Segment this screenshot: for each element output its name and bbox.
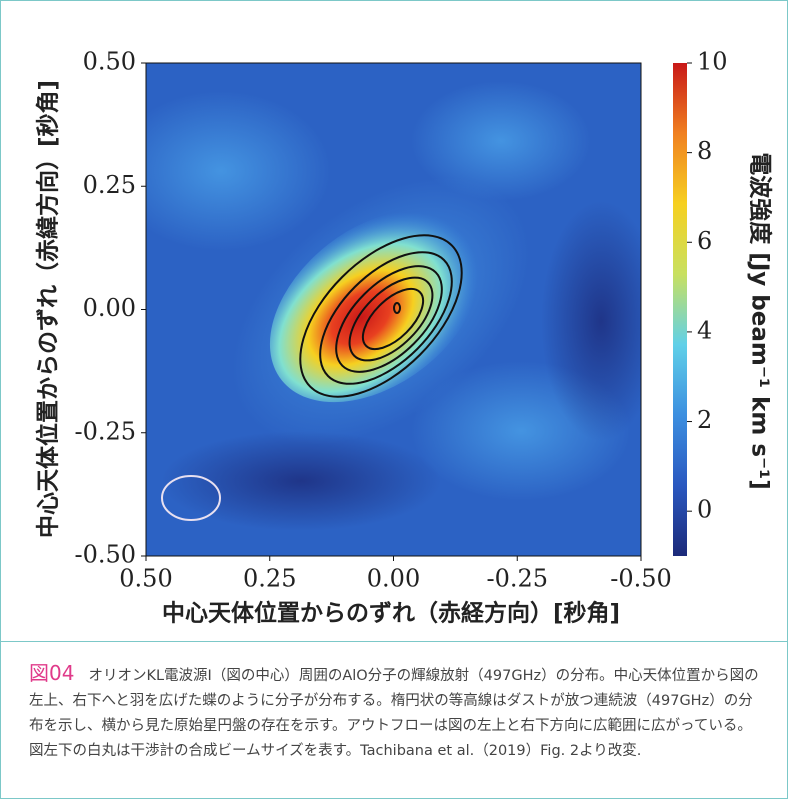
y-tick-label: -0.25: [74, 417, 136, 445]
colorbar-tick-label: 4: [697, 316, 712, 344]
caption: 図04 オリオンKL電波源I（図の中心）周囲のAlO分子の輝線放射（497GHz）…: [29, 661, 764, 764]
beam-ellipse: [161, 475, 221, 521]
colorbar-label: 電波強度 [Jy beam⁻¹ km s⁻¹]: [747, 152, 774, 490]
figure: 中心天体位置からのずれ（赤経方向）[秒角] 中心天体位置からのずれ（赤緯方向）[…: [35, 48, 774, 627]
y-tick-label: 0.25: [83, 171, 136, 199]
x-tick-label: -0.50: [610, 565, 672, 593]
colorbar: [673, 63, 687, 556]
x-tick-label: 0.25: [243, 565, 296, 593]
x-tick-label: -0.25: [486, 565, 548, 593]
dust-contours: [299, 234, 463, 398]
x-axis-label: 中心天体位置からのずれ（赤経方向）[秒角]: [162, 600, 620, 627]
colorbar-tick-label: 10: [697, 48, 728, 76]
y-tick-label: 0.00: [83, 294, 136, 322]
intensity-map: [146, 63, 641, 556]
colorbar-tick-label: 6: [697, 227, 712, 255]
x-tick-label: 0.50: [119, 565, 172, 593]
y-tick-label: -0.50: [74, 541, 136, 569]
colorbar-tick-label: 2: [697, 406, 712, 434]
x-tick-label: 0.00: [367, 565, 420, 593]
separator: [1, 641, 787, 642]
y-axis-label: 中心天体位置からのずれ（赤緯方向）[秒角]: [35, 80, 62, 538]
y-tick-label: 0.50: [83, 48, 136, 76]
colorbar-tick-label: 8: [697, 137, 712, 165]
caption-text: オリオンKL電波源I（図の中心）周囲のAlO分子の輝線放射（497GHz）の分布…: [29, 668, 759, 759]
caption-label: 図04: [29, 661, 75, 685]
colorbar-tick-label: 0: [697, 496, 712, 524]
